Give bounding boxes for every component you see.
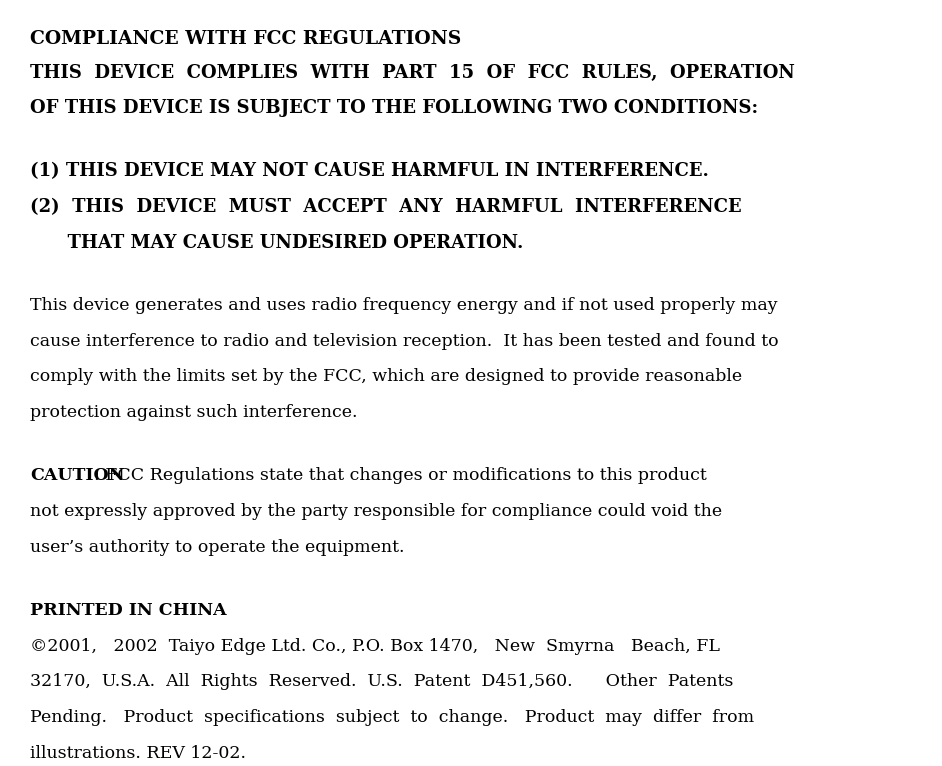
Text: 32170,  U.S.A.  All  Rights  Reserved.  U.S.  Patent  D451,560.      Other  Pate: 32170, U.S.A. All Rights Reserved. U.S. … [30, 673, 734, 690]
Text: ©2001,   2002  Taiyo Edge Ltd. Co., P.O. Box 1470,   New  Smyrna   Beach, FL: ©2001, 2002 Taiyo Edge Ltd. Co., P.O. Bo… [30, 638, 721, 655]
Text: protection against such interference.: protection against such interference. [30, 404, 358, 421]
Text: This device generates and uses radio frequency energy and if not used properly m: This device generates and uses radio fre… [30, 297, 778, 314]
Text: PRINTED IN CHINA: PRINTED IN CHINA [30, 602, 227, 619]
Text: THAT MAY CAUSE UNDESIRED OPERATION.: THAT MAY CAUSE UNDESIRED OPERATION. [30, 234, 524, 252]
Text: Pending.   Product  specifications  subject  to  change.   Product  may  differ : Pending. Product specifications subject … [30, 709, 755, 726]
Text: (2)  THIS  DEVICE  MUST  ACCEPT  ANY  HARMFUL  INTERFERENCE: (2) THIS DEVICE MUST ACCEPT ANY HARMFUL … [30, 198, 742, 216]
Text: user’s authority to operate the equipment.: user’s authority to operate the equipmen… [30, 538, 405, 555]
Text: comply with the limits set by the FCC, which are designed to provide reasonable: comply with the limits set by the FCC, w… [30, 368, 742, 385]
Text: THIS  DEVICE  COMPLIES  WITH  PART  15  OF  FCC  RULES,  OPERATION: THIS DEVICE COMPLIES WITH PART 15 OF FCC… [30, 64, 795, 81]
Text: illustrations. REV 12-02.: illustrations. REV 12-02. [30, 745, 247, 761]
Text: COMPLIANCE WITH FCC REGULATIONS: COMPLIANCE WITH FCC REGULATIONS [30, 30, 462, 48]
Text: (1) THIS DEVICE MAY NOT CAUSE HARMFUL IN INTERFERENCE.: (1) THIS DEVICE MAY NOT CAUSE HARMFUL IN… [30, 162, 709, 181]
Text: cause interference to radio and television reception.  It has been tested and fo: cause interference to radio and televisi… [30, 332, 779, 350]
Text: : FCC Regulations state that changes or modifications to this product: : FCC Regulations state that changes or … [93, 467, 707, 484]
Text: OF THIS DEVICE IS SUBJECT TO THE FOLLOWING TWO CONDITIONS:: OF THIS DEVICE IS SUBJECT TO THE FOLLOWI… [30, 99, 758, 117]
Text: CAUTION: CAUTION [30, 467, 125, 484]
Text: not expressly approved by the party responsible for compliance could void the: not expressly approved by the party resp… [30, 503, 723, 520]
